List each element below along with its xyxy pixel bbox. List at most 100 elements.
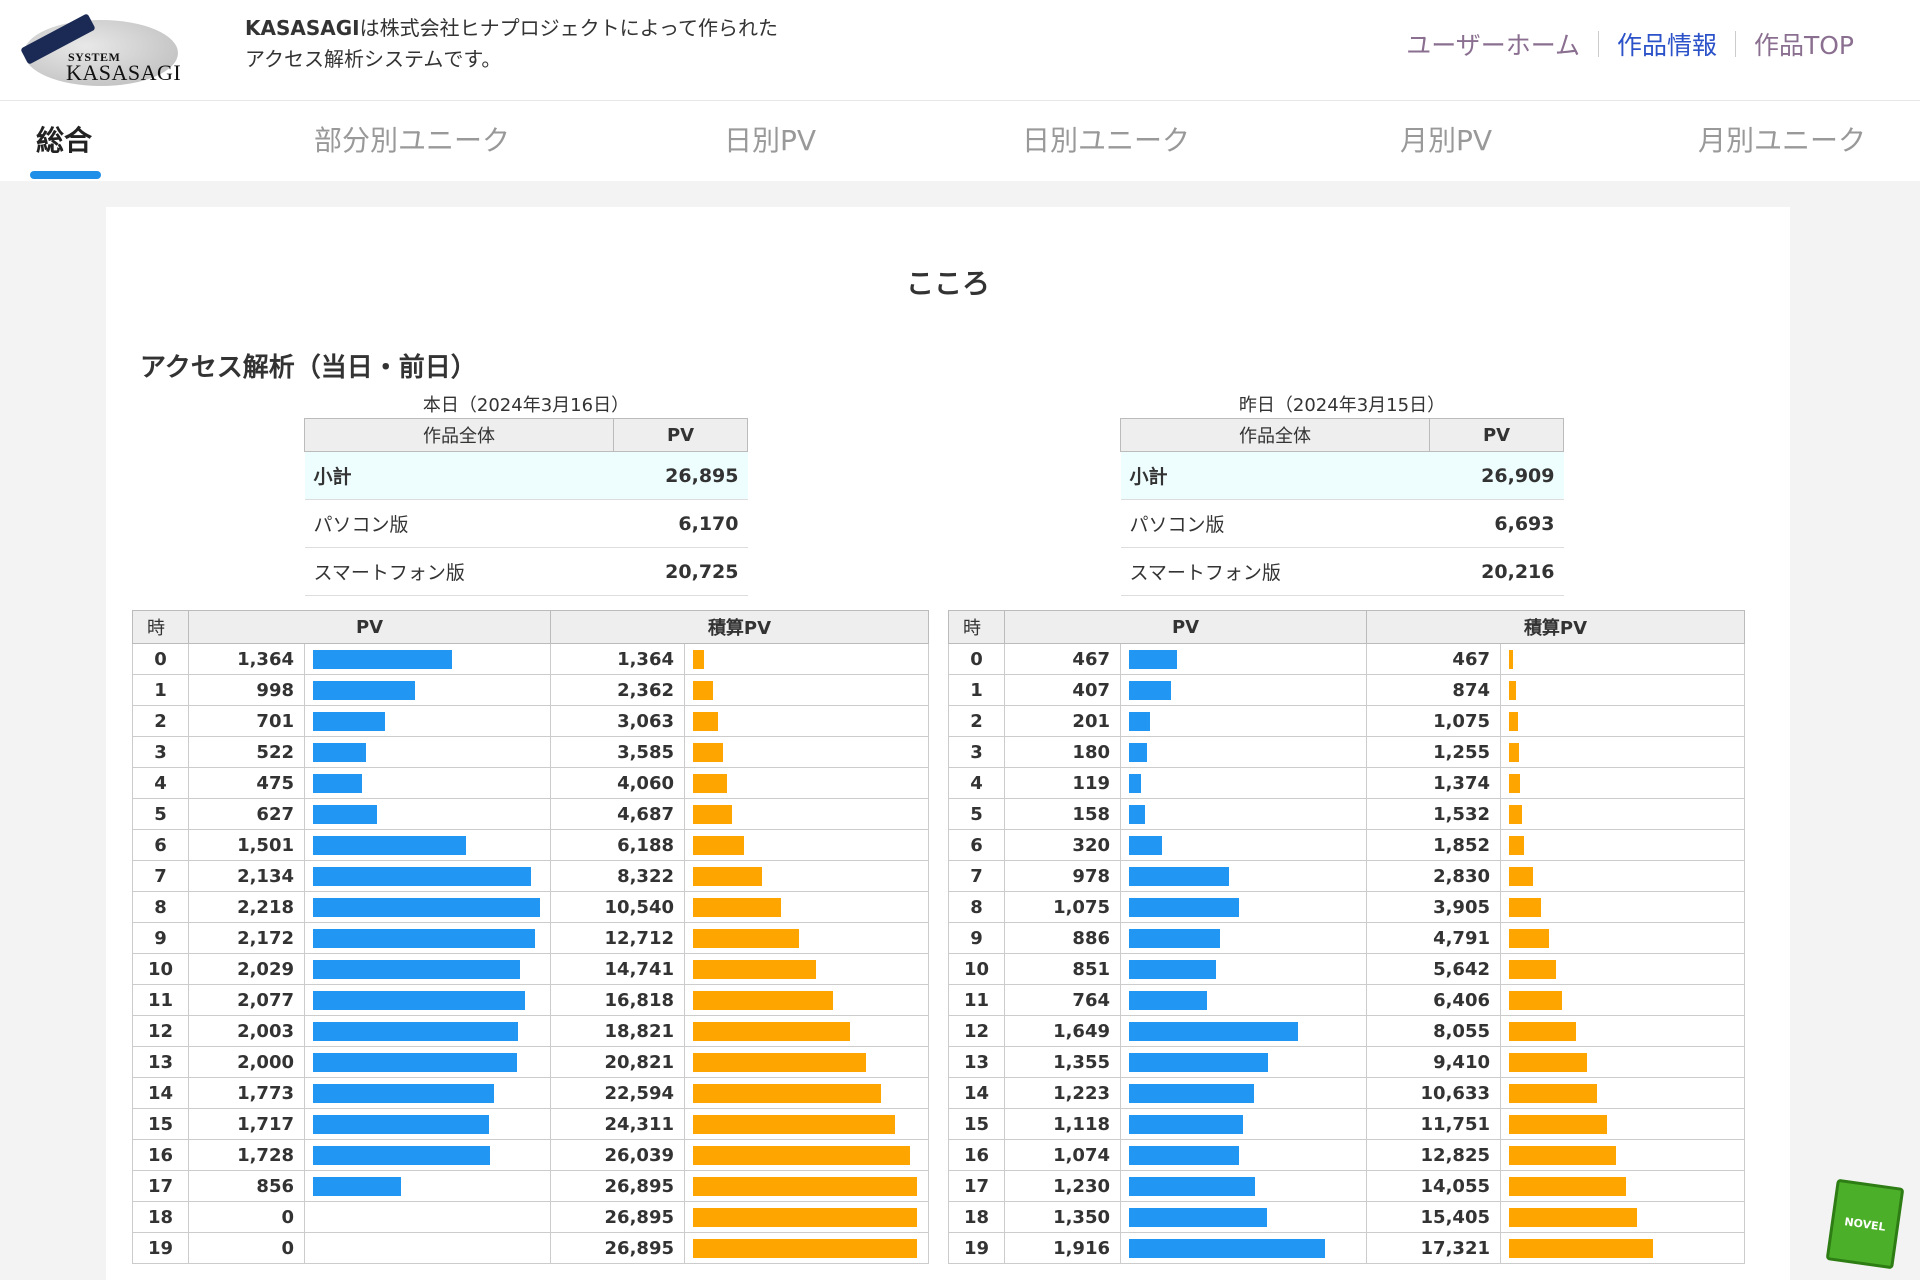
cum-pv-bar bbox=[1509, 928, 1549, 948]
pv-value: 320 bbox=[1004, 829, 1121, 861]
cum-pv-bar-cell bbox=[1500, 1201, 1745, 1233]
cum-pv-value: 24,311 bbox=[550, 1108, 685, 1140]
hour-cell: 11 bbox=[132, 984, 189, 1016]
pv-bar bbox=[313, 680, 415, 700]
cum-pv-header: 積算PV bbox=[550, 610, 929, 644]
link-user-home[interactable]: ユーザーホーム bbox=[1406, 31, 1580, 60]
hour-cell: 9 bbox=[948, 922, 1005, 954]
pv-bar-cell bbox=[1120, 1077, 1367, 1109]
logo-system-text: SYSTEM bbox=[68, 50, 121, 64]
summary-row-smartphone: スマートフォン版 20,725 bbox=[304, 547, 748, 596]
pv-value: 1,230 bbox=[1004, 1170, 1121, 1202]
cum-pv-bar bbox=[693, 959, 816, 979]
pv-value: 2,029 bbox=[188, 953, 305, 985]
summary-header-work: 作品全体 bbox=[1120, 418, 1430, 452]
hour-cell: 6 bbox=[132, 829, 189, 861]
work-title: こころ bbox=[905, 267, 990, 300]
pv-bar-cell bbox=[1120, 1201, 1367, 1233]
pv-value: 467 bbox=[1004, 643, 1121, 675]
cum-pv-value: 2,362 bbox=[550, 674, 685, 706]
link-separator bbox=[1597, 31, 1599, 57]
cum-pv-value: 3,905 bbox=[1366, 891, 1501, 923]
cum-pv-value: 1,075 bbox=[1366, 705, 1501, 737]
kasasagi-logo[interactable]: SYSTEM KASASAGI bbox=[20, 13, 184, 90]
hour-cell: 1 bbox=[948, 674, 1005, 706]
cum-pv-value: 12,825 bbox=[1366, 1139, 1501, 1171]
pv-bar-cell bbox=[304, 767, 551, 799]
main-panel: こころ アクセス解析（当日・前日） 本日（2024年3月16日） 作品全体 PV… bbox=[106, 207, 1790, 1280]
tab-monthly-pv[interactable]: 月別PV bbox=[1400, 124, 1493, 157]
cum-pv-bar-cell bbox=[684, 674, 929, 706]
hour-cell: 0 bbox=[132, 643, 189, 675]
cum-pv-bar bbox=[693, 897, 781, 917]
cum-pv-bar-cell bbox=[684, 798, 929, 830]
tab-part-unique[interactable]: 部分別ユニーク bbox=[314, 124, 511, 157]
summary-value: 6,170 bbox=[613, 499, 748, 548]
pv-bar bbox=[313, 928, 535, 948]
cum-pv-value: 874 bbox=[1366, 674, 1501, 706]
cum-pv-value: 5,642 bbox=[1366, 953, 1501, 985]
cum-pv-bar-cell bbox=[684, 736, 929, 768]
hour-cell: 10 bbox=[948, 953, 1005, 985]
pv-bar bbox=[313, 1145, 490, 1165]
pv-bar bbox=[1129, 742, 1147, 762]
cum-pv-header: 積算PV bbox=[1366, 610, 1745, 644]
tab-monthly-unique[interactable]: 月別ユニーク bbox=[1698, 124, 1867, 157]
hour-cell: 19 bbox=[132, 1232, 189, 1264]
pv-bar bbox=[1129, 649, 1177, 669]
hour-row: 11 2,077 16,818 bbox=[132, 984, 929, 1016]
cum-pv-bar bbox=[1509, 866, 1533, 886]
tab-daily-pv[interactable]: 日別PV bbox=[724, 124, 817, 157]
pv-value: 2,003 bbox=[188, 1015, 305, 1047]
pv-value: 701 bbox=[188, 705, 305, 737]
pv-bar-cell bbox=[304, 1170, 551, 1202]
cum-pv-bar-cell bbox=[684, 922, 929, 954]
cum-pv-bar bbox=[1509, 1176, 1626, 1196]
pv-bar bbox=[1129, 959, 1216, 979]
hour-row: 18 1,350 15,405 bbox=[948, 1201, 1745, 1233]
link-work-top[interactable]: 作品TOP bbox=[1753, 31, 1854, 60]
link-work-info[interactable]: 作品情報 bbox=[1616, 31, 1717, 60]
hour-row: 19 0 26,895 bbox=[132, 1232, 929, 1264]
cum-pv-bar-cell bbox=[1500, 1015, 1745, 1047]
pv-bar-cell bbox=[304, 860, 551, 892]
hour-row: 8 2,218 10,540 bbox=[132, 891, 929, 923]
hour-cell: 3 bbox=[948, 736, 1005, 768]
cum-pv-bar bbox=[693, 649, 704, 669]
hour-cell: 2 bbox=[132, 705, 189, 737]
summary-row-pc: パソコン版 6,693 bbox=[1120, 499, 1564, 548]
cum-pv-bar-cell bbox=[1500, 1170, 1745, 1202]
hour-cell: 14 bbox=[132, 1077, 189, 1109]
cum-pv-bar-cell bbox=[1500, 1139, 1745, 1171]
cum-pv-value: 16,818 bbox=[550, 984, 685, 1016]
today-summary-table: 作品全体 PV 小計 26,895 パソコン版 6,170 スマートフォン版 2… bbox=[304, 418, 748, 596]
cum-pv-value: 3,585 bbox=[550, 736, 685, 768]
pv-bar-cell bbox=[1120, 1139, 1367, 1171]
cum-pv-bar-cell bbox=[1500, 829, 1745, 861]
cum-pv-value: 12,712 bbox=[550, 922, 685, 954]
pv-bar-cell bbox=[304, 829, 551, 861]
cum-pv-bar-cell bbox=[1500, 922, 1745, 954]
pv-value: 180 bbox=[1004, 736, 1121, 768]
cum-pv-bar bbox=[693, 804, 732, 824]
pv-bar bbox=[1129, 928, 1220, 948]
summary-label: スマートフォン版 bbox=[1120, 547, 1430, 596]
pv-bar bbox=[313, 990, 525, 1010]
pv-header: PV bbox=[188, 610, 551, 644]
pv-bar bbox=[1129, 804, 1145, 824]
summary-header-pv: PV bbox=[1429, 418, 1564, 452]
novel-book-icon[interactable]: NOVEL bbox=[1825, 1178, 1905, 1270]
pv-bar-cell bbox=[1120, 1170, 1367, 1202]
hour-cell: 10 bbox=[132, 953, 189, 985]
pv-bar-cell bbox=[304, 1139, 551, 1171]
hour-row: 3 522 3,585 bbox=[132, 736, 929, 768]
logo-name-text: KASASAGI bbox=[66, 60, 182, 85]
hour-cell: 5 bbox=[132, 798, 189, 830]
summary-value: 6,693 bbox=[1429, 499, 1564, 548]
pv-header: PV bbox=[1004, 610, 1367, 644]
tab-overall[interactable]: 総合 bbox=[36, 124, 93, 157]
cum-pv-value: 26,039 bbox=[550, 1139, 685, 1171]
tab-daily-unique[interactable]: 日別ユニーク bbox=[1022, 124, 1191, 157]
pv-bar-cell bbox=[1120, 705, 1367, 737]
tab-bar: 総合 部分別ユニーク 日別PV 日別ユニーク 月別PV 月別ユニーク bbox=[0, 100, 1920, 181]
